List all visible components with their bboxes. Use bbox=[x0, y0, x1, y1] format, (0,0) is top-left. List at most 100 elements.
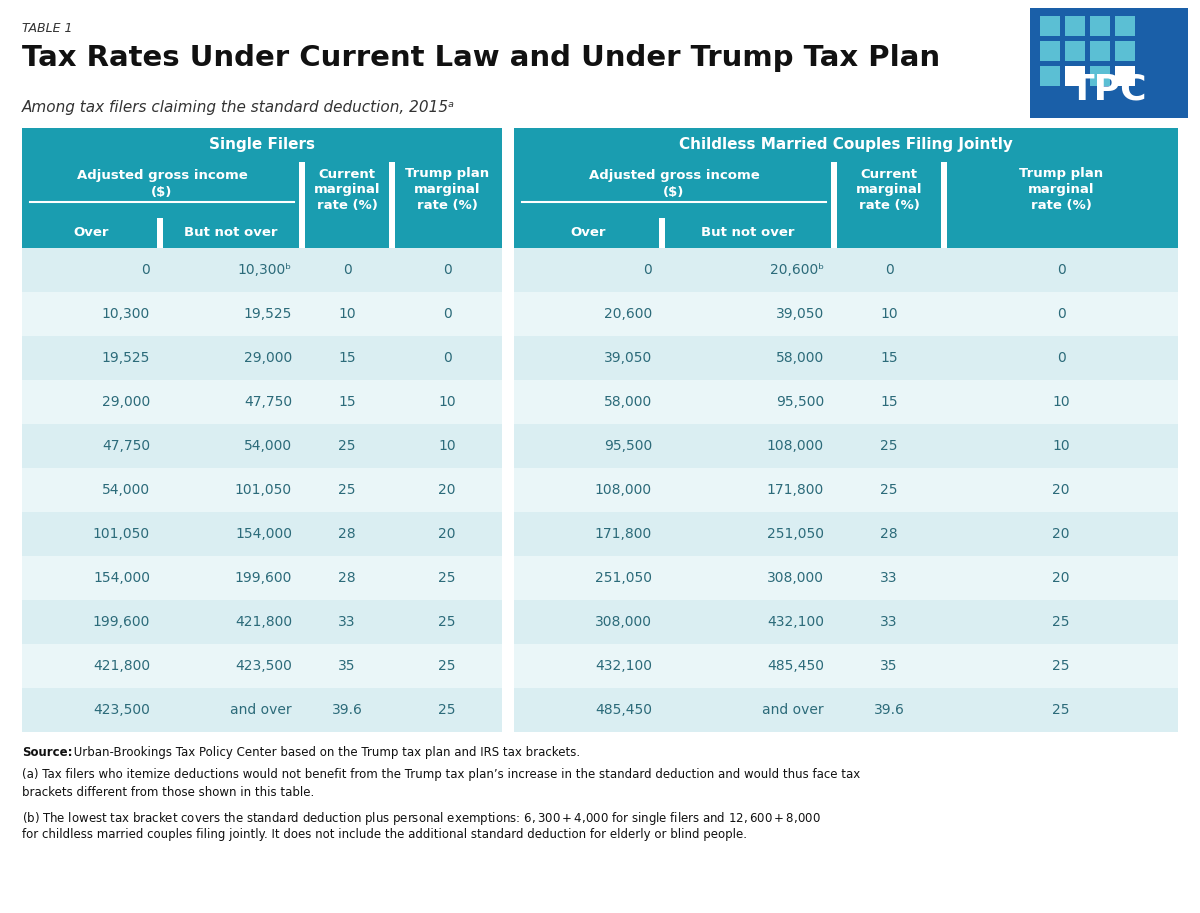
Text: 199,600: 199,600 bbox=[235, 571, 292, 585]
Text: Current
marginal
rate (%): Current marginal rate (%) bbox=[856, 167, 923, 213]
Bar bbox=[514, 380, 1178, 424]
Text: 25: 25 bbox=[338, 439, 355, 453]
Text: Current
marginal
rate (%): Current marginal rate (%) bbox=[313, 167, 380, 213]
Text: 0: 0 bbox=[1057, 263, 1066, 277]
Bar bbox=[22, 128, 502, 162]
Text: 25: 25 bbox=[438, 615, 456, 629]
Text: 10: 10 bbox=[1052, 395, 1070, 409]
Text: 25: 25 bbox=[338, 483, 355, 497]
Bar bbox=[1040, 41, 1060, 61]
Text: 19,525: 19,525 bbox=[244, 307, 292, 321]
Text: 10: 10 bbox=[338, 307, 356, 321]
Text: 308,000: 308,000 bbox=[595, 615, 652, 629]
Bar bbox=[1090, 41, 1110, 61]
Text: 15: 15 bbox=[338, 351, 356, 365]
Text: 29,000: 29,000 bbox=[244, 351, 292, 365]
Text: 10: 10 bbox=[880, 307, 898, 321]
Text: for childless married couples filing jointly. It does not include the additional: for childless married couples filing joi… bbox=[22, 828, 746, 841]
Bar bbox=[514, 688, 1178, 732]
Text: TABLE 1: TABLE 1 bbox=[22, 22, 72, 35]
Text: 171,800: 171,800 bbox=[595, 527, 652, 541]
Text: Over: Over bbox=[73, 226, 109, 239]
Text: 10: 10 bbox=[438, 439, 456, 453]
Text: Source:: Source: bbox=[22, 746, 72, 759]
Text: (a) Tax filers who itemize deductions would not benefit from the Trump tax plan’: (a) Tax filers who itemize deductions wo… bbox=[22, 768, 860, 781]
Text: 20: 20 bbox=[438, 527, 456, 541]
Text: 154,000: 154,000 bbox=[235, 527, 292, 541]
Bar bbox=[514, 644, 1178, 688]
Text: 54,000: 54,000 bbox=[244, 439, 292, 453]
Text: 47,750: 47,750 bbox=[244, 395, 292, 409]
Text: 28: 28 bbox=[338, 571, 356, 585]
Text: 423,500: 423,500 bbox=[235, 659, 292, 673]
Bar bbox=[1040, 66, 1060, 86]
Bar bbox=[514, 468, 1178, 512]
Text: 0: 0 bbox=[443, 263, 451, 277]
Text: 0: 0 bbox=[884, 263, 893, 277]
Text: 19,525: 19,525 bbox=[102, 351, 150, 365]
Text: 47,750: 47,750 bbox=[102, 439, 150, 453]
Bar bbox=[1115, 41, 1135, 61]
Bar bbox=[1090, 66, 1110, 86]
Bar bbox=[22, 556, 502, 600]
Text: 10: 10 bbox=[1052, 439, 1070, 453]
Text: 0: 0 bbox=[643, 263, 652, 277]
Text: 95,500: 95,500 bbox=[775, 395, 824, 409]
Bar bbox=[157, 218, 163, 248]
Bar bbox=[389, 162, 395, 218]
Bar bbox=[22, 688, 502, 732]
Text: 25: 25 bbox=[881, 439, 898, 453]
Text: 39.6: 39.6 bbox=[331, 703, 362, 717]
Bar bbox=[1090, 16, 1110, 36]
Bar bbox=[830, 218, 838, 248]
Text: 432,100: 432,100 bbox=[767, 615, 824, 629]
Text: 154,000: 154,000 bbox=[94, 571, 150, 585]
Text: Urban-Brookings Tax Policy Center based on the Trump tax plan and IRS tax bracke: Urban-Brookings Tax Policy Center based … bbox=[70, 746, 580, 759]
Text: 20,600: 20,600 bbox=[604, 307, 652, 321]
Text: 25: 25 bbox=[438, 659, 456, 673]
Bar bbox=[22, 380, 502, 424]
Bar bbox=[22, 468, 502, 512]
Bar bbox=[830, 162, 838, 218]
Text: 0: 0 bbox=[443, 307, 451, 321]
Text: 25: 25 bbox=[438, 571, 456, 585]
Text: Among tax filers claiming the standard deduction, 2015ᵃ: Among tax filers claiming the standard d… bbox=[22, 100, 455, 115]
Text: 58,000: 58,000 bbox=[604, 395, 652, 409]
Text: 20: 20 bbox=[1052, 527, 1069, 541]
Text: 39,050: 39,050 bbox=[775, 307, 824, 321]
Bar bbox=[1030, 8, 1188, 118]
Text: 0: 0 bbox=[142, 263, 150, 277]
Text: 0: 0 bbox=[1057, 307, 1066, 321]
Text: 485,450: 485,450 bbox=[767, 659, 824, 673]
Text: 20,600ᵇ: 20,600ᵇ bbox=[770, 263, 824, 277]
Text: But not over: But not over bbox=[701, 226, 794, 239]
Text: brackets different from those shown in this table.: brackets different from those shown in t… bbox=[22, 786, 314, 799]
Bar bbox=[1115, 16, 1135, 36]
Text: 20: 20 bbox=[438, 483, 456, 497]
Bar bbox=[514, 218, 1178, 248]
Bar bbox=[1115, 66, 1135, 86]
Text: 28: 28 bbox=[338, 527, 356, 541]
Bar bbox=[514, 424, 1178, 468]
Text: 25: 25 bbox=[1052, 659, 1069, 673]
Bar bbox=[22, 292, 502, 336]
Text: 421,800: 421,800 bbox=[92, 659, 150, 673]
Text: 421,800: 421,800 bbox=[235, 615, 292, 629]
Text: 108,000: 108,000 bbox=[595, 483, 652, 497]
Bar bbox=[1066, 16, 1085, 36]
Text: 108,000: 108,000 bbox=[767, 439, 824, 453]
Bar bbox=[514, 600, 1178, 644]
Text: 10: 10 bbox=[438, 395, 456, 409]
Text: Trump plan
marginal
rate (%): Trump plan marginal rate (%) bbox=[404, 167, 490, 213]
Text: 101,050: 101,050 bbox=[92, 527, 150, 541]
Bar bbox=[514, 336, 1178, 380]
Bar bbox=[941, 162, 947, 218]
Bar bbox=[22, 644, 502, 688]
Text: 25: 25 bbox=[1052, 615, 1069, 629]
Text: 10,300ᵇ: 10,300ᵇ bbox=[238, 263, 292, 277]
Text: 39,050: 39,050 bbox=[604, 351, 652, 365]
Text: 251,050: 251,050 bbox=[595, 571, 652, 585]
Text: and over: and over bbox=[230, 703, 292, 717]
Text: 95,500: 95,500 bbox=[604, 439, 652, 453]
Text: 25: 25 bbox=[438, 703, 456, 717]
